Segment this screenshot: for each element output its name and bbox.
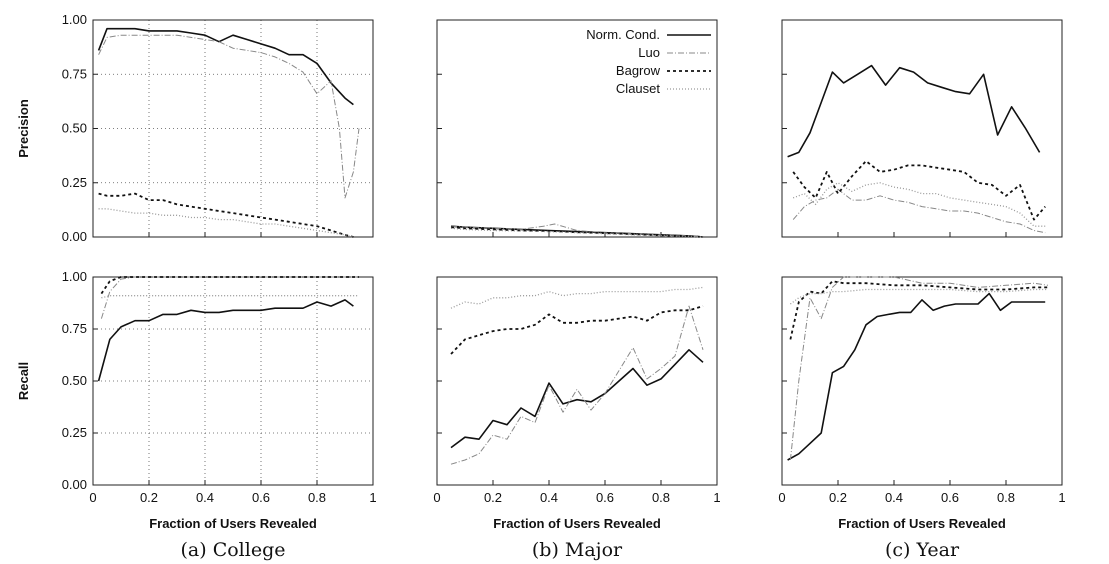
series-line-norm-cond	[97, 299, 354, 382]
series-line-clauset	[790, 288, 1048, 305]
series-line-luo	[450, 305, 704, 465]
plot-frame	[781, 19, 1063, 238]
x-tick-label: 1	[713, 490, 720, 505]
y-axis-label: Recall	[16, 362, 31, 400]
series-line-norm-cond	[450, 348, 704, 449]
series-line-bagrow	[789, 280, 1048, 340]
plot-frame	[781, 276, 1063, 486]
legend-label: Luo	[638, 45, 660, 60]
x-axis-label: Fraction of Users Revealed	[838, 516, 1006, 531]
series-line-luo	[450, 223, 704, 238]
y-tick-label: 0.25	[62, 425, 87, 440]
x-tick-label: 0.8	[997, 490, 1015, 505]
legend-label: Bagrow	[616, 63, 661, 78]
plot-frame	[436, 19, 718, 238]
chart-panel-recall-2: 0 0.2 0.4 0.6 0.8 1 Fraction of Users Revealed…	[778, 276, 1066, 561]
x-tick-label: 0	[89, 490, 96, 505]
y-tick-label: 0.50	[62, 121, 87, 136]
x-tick-label: 0.8	[652, 490, 670, 505]
y-tick-label: 0.50	[62, 373, 87, 388]
x-tick-label: 0	[433, 490, 440, 505]
chart-panel-precision-2	[781, 19, 1063, 238]
x-tick-label: 0.4	[540, 490, 558, 505]
panel-caption: (b) Major	[532, 539, 623, 561]
y-tick-label: 1.00	[62, 269, 87, 284]
x-tick-label: 1	[369, 490, 376, 505]
legend-label: Norm. Cond.	[586, 27, 660, 42]
y-tick-label: 1.00	[62, 12, 87, 27]
x-tick-label: 0	[778, 490, 785, 505]
y-tick-label: 0.00	[62, 477, 87, 492]
series-line-bagrow	[450, 305, 704, 355]
x-tick-label: 0.2	[140, 490, 158, 505]
y-tick-label: 0.00	[62, 229, 87, 244]
x-tick-label: 0.6	[596, 490, 614, 505]
series-line-luo	[98, 34, 360, 199]
y-axis-label: Precision	[16, 99, 31, 158]
x-tick-label: 0.4	[196, 490, 214, 505]
x-tick-label: 0.6	[252, 490, 270, 505]
series-line-luo	[789, 276, 1049, 461]
series-line-norm-cond	[787, 292, 1046, 461]
x-tick-label: 1	[1058, 490, 1065, 505]
series-line-clauset	[450, 227, 704, 238]
y-tick-label: 0.75	[62, 66, 87, 81]
series-line-luo	[792, 188, 1046, 234]
x-tick-label: 0.6	[941, 490, 959, 505]
legend: Norm. Cond. Luo Bagrow Clauset	[586, 27, 711, 96]
series-line-clauset	[98, 208, 354, 238]
y-tick-label: 0.25	[62, 175, 87, 190]
series-line-norm-cond	[787, 64, 1041, 158]
series-line-bagrow	[792, 160, 1046, 221]
chart-panel-recall-1: 0 0.2 0.4 0.6 0.8 1 Fraction of Users Revealed…	[433, 276, 721, 561]
x-tick-label: 0.2	[829, 490, 847, 505]
plot-frame	[92, 19, 374, 238]
legend-label: Clauset	[616, 81, 660, 96]
series-line-bagrow	[98, 192, 354, 238]
y-tick-label: 0.75	[62, 321, 87, 336]
plot-frame	[436, 276, 718, 486]
series-line-norm-cond	[97, 27, 354, 106]
series-line-clauset	[450, 286, 704, 309]
chart-panel-precision-1: Norm. Cond. Luo Bagrow Clauset	[436, 19, 718, 238]
x-axis-label: Fraction of Users Revealed	[493, 516, 661, 531]
panel-caption: (a) College	[181, 539, 286, 561]
panel-caption: (c) Year	[885, 539, 960, 561]
series-line-clauset	[101, 295, 359, 299]
x-tick-label: 0.4	[885, 490, 903, 505]
series-line-luo	[100, 276, 359, 319]
series-line-clauset	[792, 182, 1046, 227]
x-tick-label: 0.8	[308, 490, 326, 505]
chart-panel-recall-0: 0.00 0.25 0.50 0.75 1.00 0 0.2 0.4 0.6 0.8 1 Recall…	[16, 269, 377, 561]
x-axis-label: Fraction of Users Revealed	[149, 516, 317, 531]
series-line-bagrow	[100, 276, 359, 295]
chart-panel-precision-0: 0.00 0.25 0.50 0.75 1.00 Precision	[16, 12, 374, 244]
x-tick-label: 0.2	[484, 490, 502, 505]
